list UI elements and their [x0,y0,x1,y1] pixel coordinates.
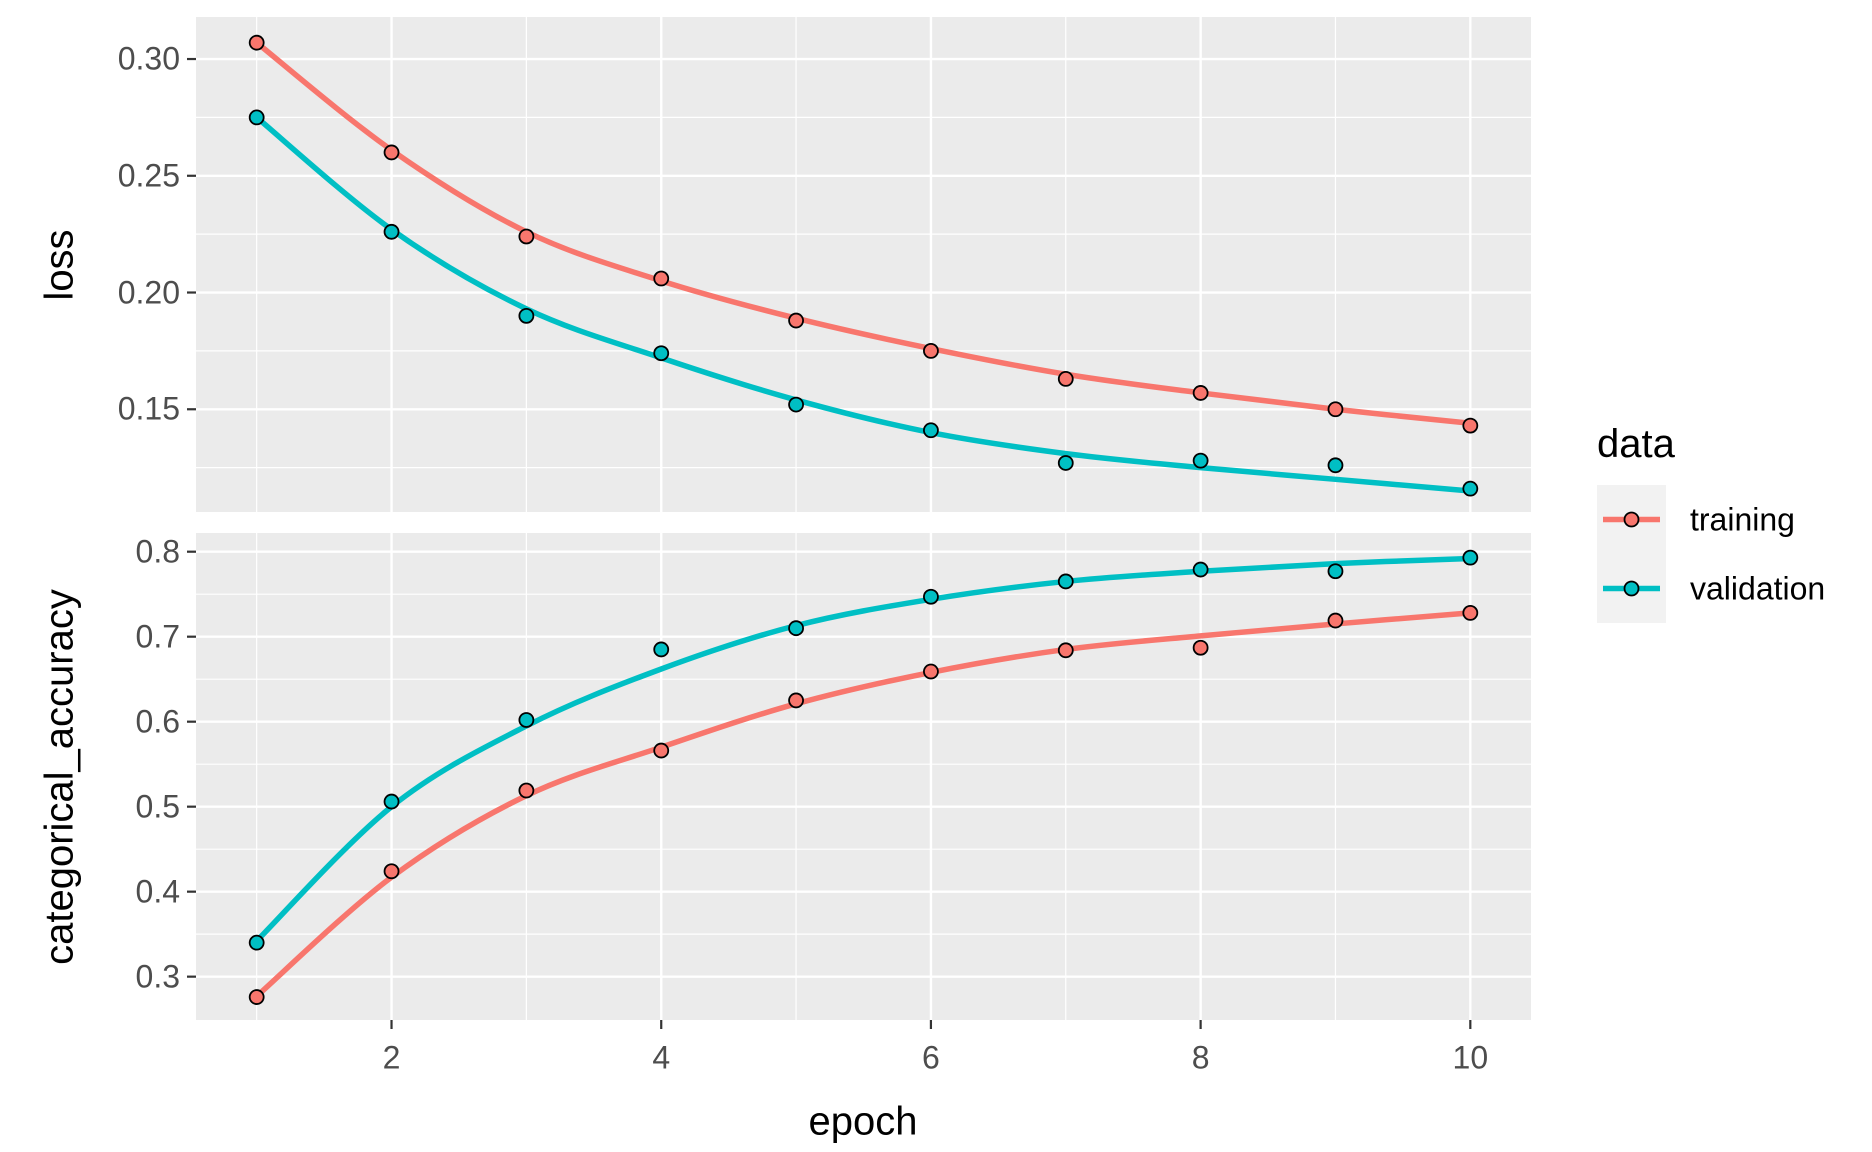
training-point [518,228,535,245]
validation-point [788,620,804,637]
validation-point [1057,455,1074,471]
y-axis-title-loss: loss [37,228,82,301]
x-axis-title-epoch: epoch [808,1099,918,1144]
legend-key-point [1623,511,1640,528]
x-tick-label: 4 [652,1039,671,1076]
validation-point [653,641,670,658]
y-tick-label: 0.4 [135,873,180,910]
training-smooth-line [253,39,1474,427]
training-point [1462,417,1479,434]
y-tick-label: 0.15 [117,390,180,427]
validation-point [518,307,535,324]
training-point [1057,642,1074,659]
training-point [383,863,400,880]
x-tick-label: 10 [1452,1039,1489,1076]
x-tick-label: 2 [382,1039,401,1076]
training-point [1462,604,1479,621]
legend-label-validation: validation [1690,570,1826,606]
y-tick-label: 0.3 [135,958,180,995]
validation-point [1327,457,1344,474]
validation-point [383,793,400,810]
training-point [383,144,400,161]
x-tick-label: 6 [922,1039,940,1076]
training-point [788,312,804,329]
y-tick-label: 0.30 [117,40,180,77]
validation-point [1192,561,1209,578]
panel-background [196,17,1531,512]
y-tick-label: 0.5 [135,788,180,825]
validation-point [653,345,670,362]
y-tick-label: 0.6 [135,703,180,740]
validation-point [923,588,939,605]
validation-smooth-line [253,555,1474,944]
panel-background [196,533,1531,1020]
legend-key-point [1623,580,1640,597]
validation-smooth-line [253,114,1474,494]
training-point [248,34,265,51]
validation-point [1327,563,1344,580]
training-point [1327,401,1344,418]
training-point [923,342,939,359]
validation-point [383,223,400,240]
y-tick-label: 0.20 [117,274,180,311]
y-axis-title-categorical-accuracy: categorical_accuracy [37,588,82,965]
training-point [788,692,804,709]
validation-point [788,396,804,413]
training-point [518,782,535,799]
x-tick-label: 8 [1191,1039,1210,1076]
validation-point [923,422,939,439]
training-point [1057,371,1074,387]
legend-title: data [1597,422,1675,466]
validation-point [1462,480,1479,497]
training-point [1327,612,1344,629]
validation-point [1057,573,1074,590]
training-point [248,989,265,1005]
validation-point [518,712,535,728]
validation-point [248,934,265,951]
categorical-accuracy-panel [196,533,1531,1020]
training-smooth-line [253,610,1474,999]
legend-label-training: training [1690,501,1795,537]
validation-point [1462,549,1479,566]
training-point [653,742,670,759]
validation-point [248,109,265,126]
training-point [1192,385,1209,401]
y-tick-label: 0.7 [135,618,180,655]
y-tick-label: 0.25 [117,157,180,194]
y-tick-label: 0.8 [135,533,180,570]
loss-panel [196,17,1531,512]
training-point [1192,639,1209,656]
training-point [653,270,670,287]
validation-point [1192,452,1209,469]
training-point [923,663,939,680]
axis-tick-marks [187,57,1472,1029]
